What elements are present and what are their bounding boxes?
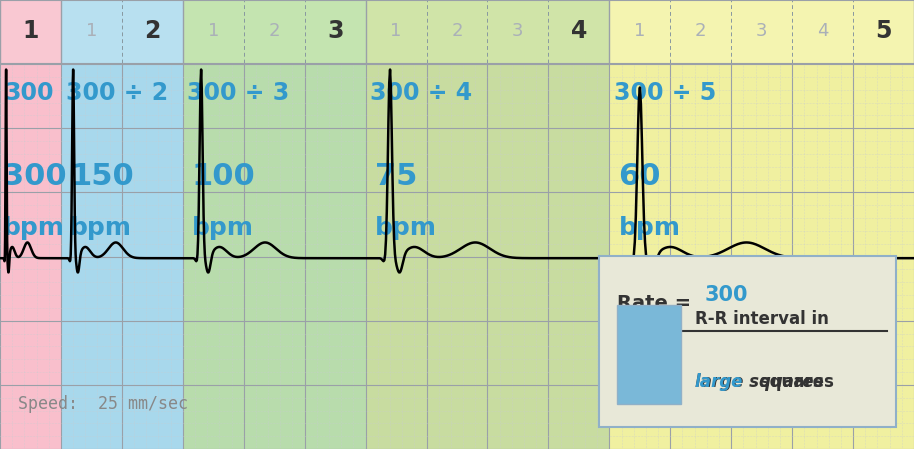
Text: 2: 2 <box>695 22 707 40</box>
Text: 3: 3 <box>756 22 768 40</box>
Text: 2: 2 <box>144 19 161 44</box>
Text: bpm: bpm <box>375 216 437 239</box>
Bar <box>0 63 61 449</box>
Text: large squares: large squares <box>695 373 823 391</box>
Text: 300 ÷ 3: 300 ÷ 3 <box>187 81 290 105</box>
Text: 2: 2 <box>452 22 462 40</box>
Bar <box>183 0 366 63</box>
FancyBboxPatch shape <box>599 256 896 427</box>
Bar <box>366 63 610 449</box>
Text: 3: 3 <box>327 19 344 44</box>
Bar <box>610 63 914 449</box>
Text: R-R interval in: R-R interval in <box>695 310 828 328</box>
Text: 300: 300 <box>705 285 749 305</box>
Text: 5: 5 <box>876 19 892 44</box>
Text: 75: 75 <box>375 162 417 191</box>
Text: 4: 4 <box>817 22 828 40</box>
Bar <box>610 0 914 63</box>
Bar <box>61 63 183 449</box>
Text: bpm: bpm <box>70 216 133 239</box>
Text: 60: 60 <box>619 162 661 191</box>
Text: 150: 150 <box>70 162 133 191</box>
Text: 300 ÷ 2: 300 ÷ 2 <box>66 81 167 105</box>
Text: 300: 300 <box>3 162 67 191</box>
Text: 100: 100 <box>192 162 256 191</box>
Text: 1: 1 <box>207 22 219 40</box>
Text: 1: 1 <box>390 22 402 40</box>
Bar <box>183 63 366 449</box>
Bar <box>61 0 183 63</box>
Text: 2: 2 <box>269 22 280 40</box>
Text: 1: 1 <box>86 22 97 40</box>
Text: bpm: bpm <box>3 216 65 239</box>
Bar <box>366 0 610 63</box>
Bar <box>617 305 681 404</box>
Text: 1: 1 <box>634 22 645 40</box>
Text: 1: 1 <box>22 19 38 44</box>
Text: 300 ÷ 4: 300 ÷ 4 <box>370 81 473 105</box>
Text: Speed:  25 mm/sec: Speed: 25 mm/sec <box>18 395 188 413</box>
Text: 300 ÷ 5: 300 ÷ 5 <box>614 81 717 105</box>
Text: large: large <box>695 373 743 391</box>
Text: squares: squares <box>754 373 834 391</box>
Text: 300: 300 <box>5 81 54 105</box>
Text: Rate =: Rate = <box>617 294 691 313</box>
Text: bpm: bpm <box>619 216 681 239</box>
Bar <box>0 0 61 63</box>
Text: 4: 4 <box>570 19 587 44</box>
Text: bpm: bpm <box>192 216 254 239</box>
Text: 3: 3 <box>512 22 524 40</box>
